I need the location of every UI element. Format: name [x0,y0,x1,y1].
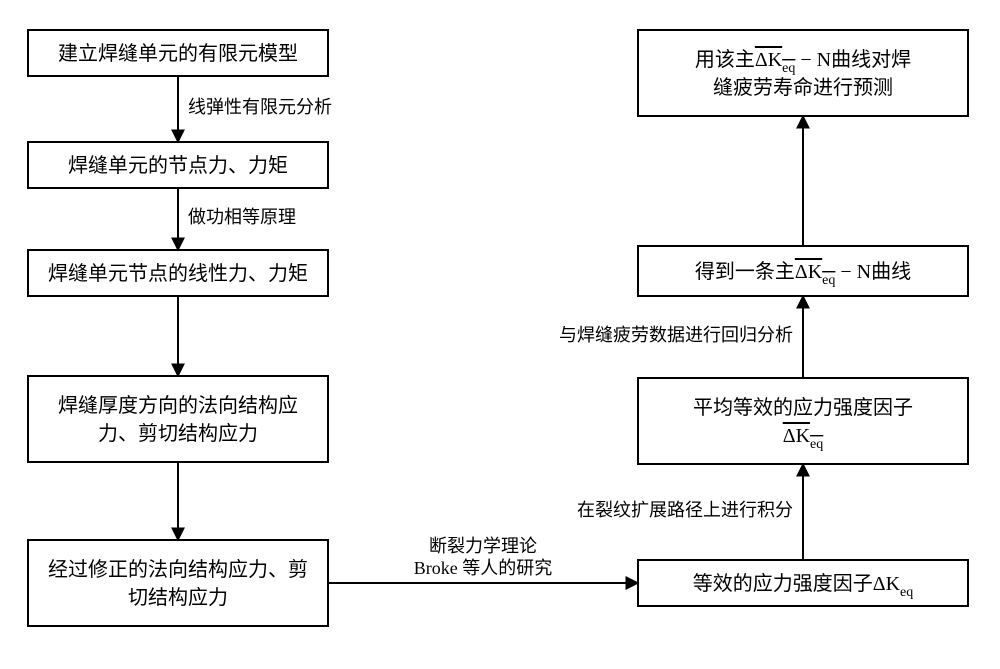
svg-text:焊缝单元的节点力、力矩: 焊缝单元的节点力、力矩 [68,154,288,177]
svg-text:在裂纹扩展路径上进行积分: 在裂纹扩展路径上进行积分 [577,500,793,520]
edge-n2-n3: 做功相等原理 [178,188,296,250]
node-n2: 焊缝单元的节点力、力矩 [28,142,328,188]
svg-text:切结构应力: 切结构应力 [128,586,228,609]
svg-text:做功相等原理: 做功相等原理 [188,207,296,227]
svg-text:断裂力学理论: 断裂力学理论 [429,536,537,556]
svg-text:焊缝单元节点的线性力、力矩: 焊缝单元节点的线性力、力矩 [48,262,308,285]
svg-text:经过修正的法向结构应力、剪: 经过修正的法向结构应力、剪 [48,558,308,581]
node-n6: 等效的应力强度因子ΔKeq [638,560,968,606]
edge-n7-n8: 与焊缝疲劳数据进行回归分析 [559,296,803,378]
node-n5: 经过修正的法向结构应力、剪切结构应力 [28,540,328,626]
svg-text:平均等效的应力强度因子: 平均等效的应力强度因子 [693,396,913,419]
node-n1: 建立焊缝单元的有限元模型 [28,30,328,76]
svg-text:缝疲劳寿命进行预测: 缝疲劳寿命进行预测 [713,76,893,99]
edge-n6-n7: 在裂纹扩展路径上进行积分 [577,464,803,560]
svg-text:Broke 等人的研究: Broke 等人的研究 [414,558,553,578]
edge-n5-n6: 断裂力学理论Broke 等人的研究 [328,536,638,583]
svg-text:建立焊缝单元的有限元模型: 建立焊缝单元的有限元模型 [58,42,298,65]
svg-text:与焊缝疲劳数据进行回归分析: 与焊缝疲劳数据进行回归分析 [559,325,793,345]
node-n3: 焊缝单元节点的线性力、力矩 [28,250,328,296]
node-n8: 得到一条主ΔKeq − N曲线 [638,246,968,296]
node-n9: 用该主ΔKeq − N曲线对焊缝疲劳寿命进行预测 [638,30,968,116]
svg-text:焊缝厚度方向的法向结构应: 焊缝厚度方向的法向结构应 [58,394,298,417]
edge-n1-n2: 线弹性有限元分析 [178,76,332,142]
node-n7: 平均等效的应力强度因子ΔKeq [638,378,968,464]
svg-text:力、剪切结构应力: 力、剪切结构应力 [98,422,258,445]
svg-text:线弹性有限元分析: 线弹性有限元分析 [188,97,332,117]
node-n4: 焊缝厚度方向的法向结构应力、剪切结构应力 [28,376,328,462]
